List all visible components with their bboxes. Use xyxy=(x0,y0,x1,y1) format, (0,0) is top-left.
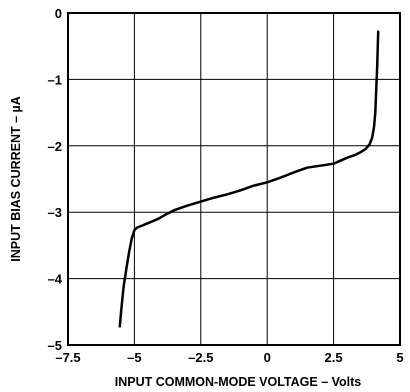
y-axis-ticks: 0 –1 –2 –3 –4 –5 xyxy=(48,6,63,353)
x-axis-ticks: –7.5 –5 –2.5 0 2.5 5 xyxy=(55,350,403,365)
data-series xyxy=(118,30,380,328)
y-tick-label: –5 xyxy=(48,338,62,353)
x-tick-label: 2.5 xyxy=(325,350,343,365)
x-tick-label: –7.5 xyxy=(55,350,80,365)
x-tick-label: –2.5 xyxy=(188,350,213,365)
x-tick-label: –5 xyxy=(127,350,141,365)
x-tick-label: 5 xyxy=(396,350,403,365)
y-tick-label: –4 xyxy=(48,272,63,287)
y-tick-label: –1 xyxy=(48,72,62,87)
y-tick-label: –2 xyxy=(48,139,62,154)
grid xyxy=(68,13,400,345)
x-axis-label: INPUT COMMON-MODE VOLTAGE – Volts xyxy=(115,375,362,389)
y-tick-label: 0 xyxy=(55,6,62,21)
y-tick-label: –3 xyxy=(48,205,62,220)
x-tick-label: 0 xyxy=(264,350,271,365)
plot-frame xyxy=(67,12,401,346)
bias-current-curve xyxy=(118,30,380,328)
y-axis-label: INPUT BIAS CURRENT – µA xyxy=(9,96,23,262)
